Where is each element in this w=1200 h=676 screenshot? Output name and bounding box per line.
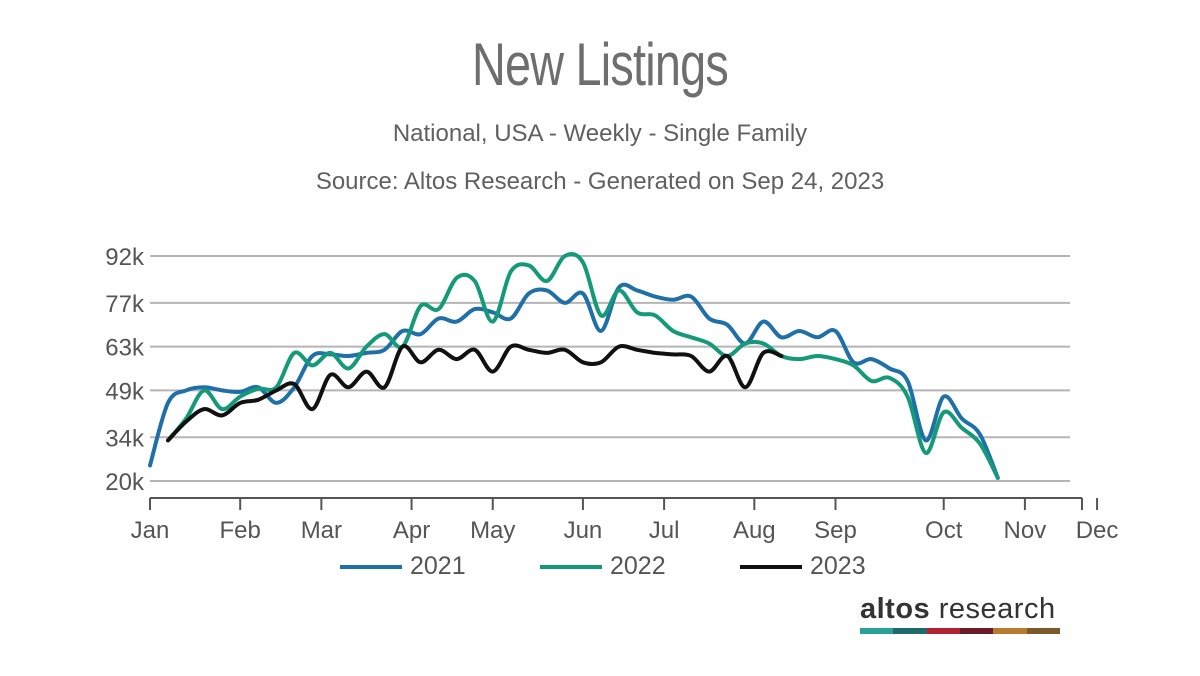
brand-bar-segment: [893, 628, 927, 634]
brand-word-altos: altos: [860, 593, 931, 625]
altos-research-logo: altos research: [860, 592, 1060, 634]
legend-item-2022: 2022: [540, 552, 666, 581]
chart-legend: 2021 2022 2023: [0, 552, 1200, 586]
x-tick-label: Sep: [814, 517, 857, 544]
chart-title: New Listings: [472, 31, 729, 98]
x-tick-label: Mar: [301, 517, 342, 544]
legend-swatch-2022: [540, 564, 602, 569]
x-tick-label: Nov: [1004, 517, 1047, 544]
series-line-2021: [148, 282, 1000, 480]
brand-wordmark: altos research: [860, 592, 1060, 626]
x-tick-label: Feb: [220, 517, 261, 544]
brand-color-bar: [860, 628, 1060, 634]
y-tick-label: 63k: [105, 335, 145, 362]
y-tick-label: 34k: [105, 425, 145, 452]
legend-label-2023: 2023: [810, 552, 866, 580]
brand-bar-segment: [993, 628, 1027, 634]
x-tick-label: Apr: [393, 517, 430, 544]
brand-bar-segment: [926, 628, 960, 634]
legend-swatch-2021: [340, 564, 402, 569]
y-tick-label: 20k: [105, 469, 145, 496]
y-tick-label: 92k: [105, 244, 145, 271]
brand-word-research: research: [938, 593, 1056, 625]
x-tick-label: May: [470, 517, 515, 544]
x-tick-label: Aug: [733, 517, 776, 544]
legend-label-2022: 2022: [610, 552, 666, 580]
y-tick-label: 77k: [105, 291, 145, 318]
brand-bar-segment: [1026, 628, 1060, 634]
x-tick-label: Jun: [564, 517, 603, 544]
chart-source: Source: Altos Research - Generated on Se…: [315, 168, 885, 195]
chart-subtitle: National, USA - Weekly - Single Family: [392, 120, 808, 147]
x-tick-label: Oct: [925, 517, 963, 544]
x-tick-label: Jul: [649, 517, 680, 544]
x-tick-label: Jan: [131, 517, 170, 544]
legend-item-2023: 2023: [740, 552, 866, 581]
brand-bar-segment: [959, 628, 994, 634]
y-tick-label: 49k: [105, 378, 145, 405]
brand-bar-segment: [860, 628, 894, 634]
legend-label-2021: 2021: [410, 552, 466, 580]
legend-item-2021: 2021: [340, 552, 466, 581]
series-line-2023: [166, 343, 784, 443]
series-line-2022: [166, 252, 1000, 480]
x-tick-label: Dec: [1076, 517, 1119, 544]
legend-swatch-2023: [740, 564, 802, 569]
